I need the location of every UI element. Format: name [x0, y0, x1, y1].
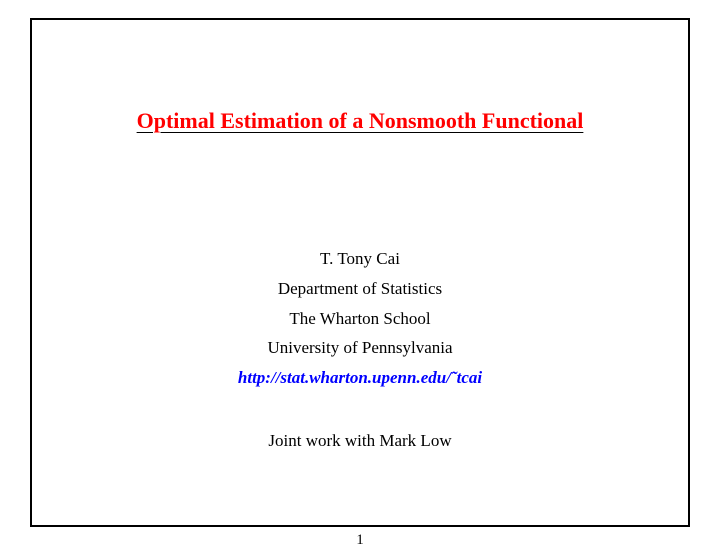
slide-frame: Optimal Estimation of a Nonsmooth Functi…: [30, 18, 690, 527]
author-name: T. Tony Cai: [238, 244, 482, 274]
title-container: Optimal Estimation of a Nonsmooth Functi…: [137, 108, 584, 134]
author-url[interactable]: http://stat.wharton.upenn.edu/˜tcai: [238, 363, 482, 393]
school: The Wharton School: [238, 304, 482, 334]
author-block: T. Tony Cai Department of Statistics The…: [238, 244, 482, 393]
joint-work: Joint work with Mark Low: [268, 431, 451, 451]
slide-title: Optimal Estimation of a Nonsmooth Functi…: [137, 108, 584, 133]
page-number: 1: [0, 532, 720, 549]
slide-content: Optimal Estimation of a Nonsmooth Functi…: [32, 20, 688, 525]
department: Department of Statistics: [238, 274, 482, 304]
university: University of Pennsylvania: [238, 333, 482, 363]
